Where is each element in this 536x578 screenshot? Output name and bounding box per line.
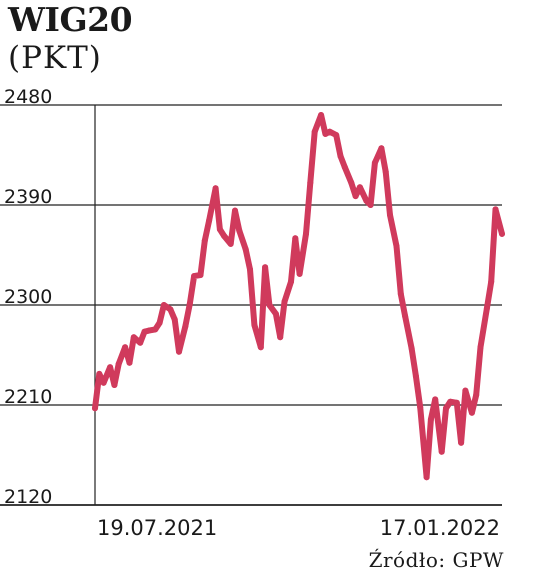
data-point xyxy=(447,398,454,405)
data-point xyxy=(221,233,228,240)
data-point xyxy=(427,416,434,423)
data-point xyxy=(352,193,359,200)
data-point xyxy=(145,327,152,334)
data-point xyxy=(111,382,118,388)
data-point xyxy=(216,226,223,233)
x-tick-label: 17.01.2022 xyxy=(380,516,500,540)
data-point xyxy=(462,387,469,394)
x-tick-label: 19.07.2021 xyxy=(97,516,217,540)
data-point xyxy=(443,405,449,412)
data-point xyxy=(152,326,159,333)
data-point xyxy=(257,344,264,351)
data-point xyxy=(197,272,204,278)
data-point xyxy=(326,128,333,135)
data-point xyxy=(212,185,219,192)
data-point xyxy=(378,145,385,152)
data-point xyxy=(160,302,167,308)
y-tick-labels: 2480 2390 2300 2210 2120 xyxy=(4,86,52,508)
data-point xyxy=(356,184,363,191)
data-point xyxy=(137,339,144,346)
data-point xyxy=(382,168,389,175)
data-point xyxy=(242,246,249,253)
data-point xyxy=(122,344,129,351)
source-note: Źródło: GPW xyxy=(368,548,504,572)
data-point xyxy=(92,405,98,412)
chart-title: WIG20 xyxy=(8,0,133,39)
data-point xyxy=(333,132,340,138)
data-point xyxy=(247,266,253,273)
data-point xyxy=(206,217,213,224)
data-point xyxy=(236,227,243,234)
data-point xyxy=(483,305,490,312)
data-point xyxy=(367,202,374,208)
data-point xyxy=(171,316,178,323)
data-point xyxy=(468,409,475,416)
data-point xyxy=(387,212,393,218)
data-point xyxy=(371,159,378,166)
data-point xyxy=(115,360,122,367)
data-point xyxy=(176,348,182,355)
data-point xyxy=(473,392,480,398)
x-tick-labels: 19.07.2021 17.01.2022 xyxy=(97,516,500,540)
data-point xyxy=(348,179,355,186)
data-point xyxy=(499,230,505,237)
y-tick-label: 2480 xyxy=(4,86,52,108)
data-point xyxy=(397,290,404,297)
y-tick-label: 2390 xyxy=(4,186,52,208)
data-point xyxy=(307,179,314,186)
data-point xyxy=(393,243,400,250)
data-point xyxy=(432,396,439,403)
data-point xyxy=(311,128,318,135)
data-point xyxy=(167,306,174,313)
data-point xyxy=(126,359,133,366)
data-point xyxy=(458,439,465,446)
data-point xyxy=(492,206,499,213)
data-point xyxy=(266,302,273,308)
data-point xyxy=(303,230,309,237)
data-point xyxy=(296,270,303,277)
data-point xyxy=(423,474,430,481)
data-point xyxy=(107,364,114,371)
data-point xyxy=(130,334,137,341)
data-point xyxy=(453,399,460,406)
chart-unit: (PKT) xyxy=(8,40,102,76)
data-point xyxy=(232,207,238,214)
data-point xyxy=(292,235,299,242)
data-point xyxy=(201,237,208,244)
data-point xyxy=(251,322,258,328)
data-point xyxy=(191,273,198,280)
data-point xyxy=(156,319,163,326)
data-point xyxy=(408,345,415,352)
data-point xyxy=(341,164,348,171)
y-tick-label: 2210 xyxy=(4,386,52,408)
data-point xyxy=(262,264,269,271)
data-point xyxy=(318,112,325,118)
y-tick-label: 2120 xyxy=(4,486,52,508)
data-point xyxy=(337,153,344,160)
data-point xyxy=(477,344,484,351)
data-point xyxy=(186,300,193,307)
data-point xyxy=(363,197,370,204)
data-point xyxy=(438,448,445,455)
data-point xyxy=(281,298,288,305)
data-point xyxy=(227,240,234,247)
data-point xyxy=(412,373,419,380)
data-point xyxy=(288,278,294,285)
y-tick-label: 2300 xyxy=(4,286,52,308)
data-point xyxy=(402,313,409,320)
data-point xyxy=(182,323,189,330)
data-point xyxy=(100,379,107,386)
series-line-wig20 xyxy=(92,112,505,481)
data-point xyxy=(417,404,424,411)
data-point xyxy=(96,370,103,377)
data-point xyxy=(277,334,284,341)
series-group xyxy=(92,112,505,481)
data-point xyxy=(488,278,495,285)
data-point xyxy=(272,310,279,317)
